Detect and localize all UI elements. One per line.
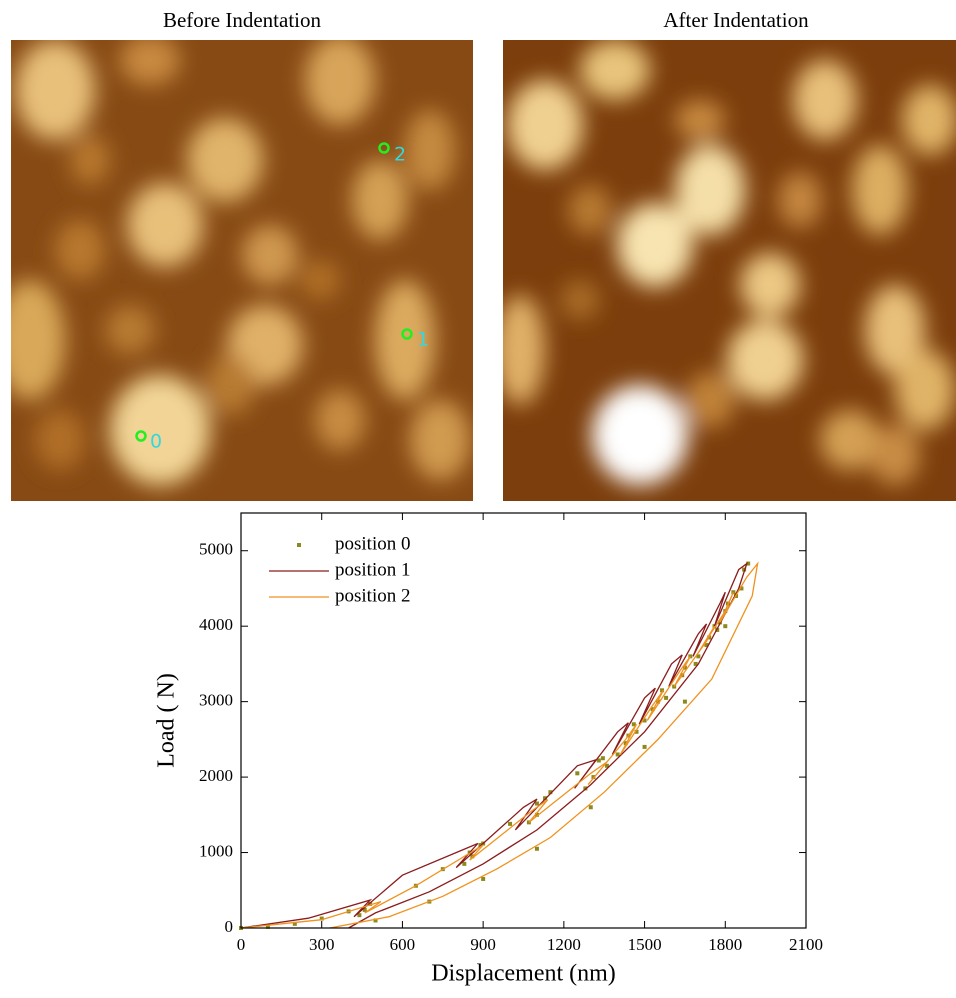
data-point (357, 913, 362, 918)
data-point (548, 790, 553, 795)
data-point (534, 801, 539, 806)
x-tick-label: 2100 (789, 935, 823, 954)
data-point (588, 805, 593, 810)
image-title: Before Indentation (163, 8, 322, 32)
data-point (319, 916, 324, 921)
x-axis-label: Displacement (nm) (431, 961, 616, 987)
data-point (508, 821, 513, 826)
data-point (660, 688, 665, 693)
data-point (693, 661, 698, 666)
marker-label: 1 (417, 329, 429, 351)
data-point (362, 907, 367, 912)
y-tick-label: 1000 (199, 841, 233, 860)
y-tick-label: 3000 (199, 691, 233, 710)
legend-label: position 2 (335, 585, 410, 606)
data-point (462, 861, 467, 866)
data-line (240, 561, 759, 929)
data-point (534, 846, 539, 851)
x-tick-label: 0 (237, 935, 246, 954)
data-point (596, 758, 601, 763)
data-point (742, 567, 747, 572)
data-point (631, 722, 636, 727)
data-line (240, 561, 749, 929)
marker-label: 2 (394, 144, 406, 166)
y-tick-label: 0 (225, 917, 234, 936)
x-tick-label: 1800 (708, 935, 742, 954)
data-point (682, 699, 687, 704)
data-point (739, 586, 744, 591)
data-point (543, 796, 548, 801)
x-tick-label: 600 (390, 935, 416, 954)
data-point (534, 812, 539, 817)
x-tick-label: 900 (470, 935, 496, 954)
image-title: After Indentation (663, 8, 809, 32)
data-point (634, 729, 639, 734)
afm-image (503, 40, 956, 501)
y-tick-label: 2000 (199, 766, 233, 785)
data-point (373, 918, 378, 923)
data-point (575, 771, 580, 776)
y-axis-label: Load ( N) (154, 673, 180, 768)
y-tick-label: 4000 (199, 615, 233, 634)
data-point (672, 684, 677, 689)
afm-image (11, 40, 473, 501)
x-tick-label: 300 (309, 935, 335, 954)
legend-symbol (297, 543, 301, 547)
data-point (591, 775, 596, 780)
data-point (746, 561, 751, 566)
data-point (642, 744, 647, 749)
marker: 2 1 0 (135, 142, 429, 453)
data-point (723, 624, 728, 629)
x-tick-label: 1200 (547, 935, 581, 954)
data-point (664, 695, 669, 700)
x-tick-label: 1500 (628, 935, 662, 954)
marker-label: 0 (150, 431, 162, 453)
data-point (600, 756, 605, 761)
plot-frame (240, 512, 807, 929)
data-point (368, 901, 373, 906)
y-tick-label: 5000 (199, 540, 233, 559)
legend-label: position 1 (335, 559, 410, 580)
data-point (696, 654, 701, 659)
data-point (292, 921, 297, 926)
data-point (704, 643, 709, 648)
data-point (265, 924, 270, 929)
data-point (615, 752, 620, 757)
legend-label: position 0 (335, 533, 410, 554)
chart: 0 300 600 900 1200 1500 1800 2100 0 1000 2000 3000 4… (154, 512, 823, 987)
data-point (642, 718, 647, 723)
data-point (604, 763, 609, 768)
data-point (481, 876, 486, 881)
